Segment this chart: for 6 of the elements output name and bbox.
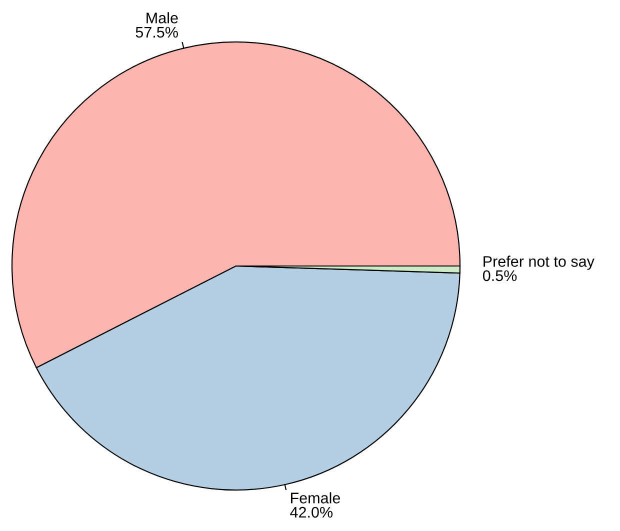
data-label: 42.0%: [290, 506, 333, 518]
data-label: 0.5%: [482, 270, 517, 282]
slice-label: Male: [146, 12, 178, 24]
slice-label: Prefer not to say: [484, 256, 594, 270]
slice-label: Female: [291, 492, 340, 504]
data-label: 57.5%: [136, 26, 178, 38]
